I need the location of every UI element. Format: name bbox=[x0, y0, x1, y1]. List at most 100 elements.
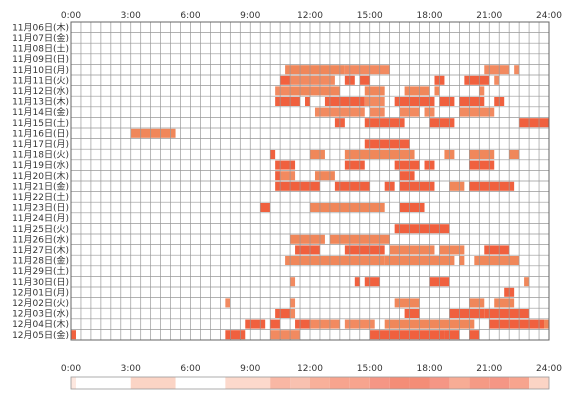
density-cell bbox=[349, 377, 370, 389]
activity-bar bbox=[399, 203, 425, 212]
x-tick-label-bottom: 3:00 bbox=[121, 364, 141, 374]
activity-bar bbox=[404, 309, 420, 318]
density-cell bbox=[489, 377, 510, 389]
activity-bar bbox=[290, 86, 340, 96]
activity-bar bbox=[260, 203, 271, 212]
activity-bar bbox=[474, 256, 520, 265]
x-tick-label: 24:00 bbox=[536, 11, 562, 21]
row-label: 11月22日(土) bbox=[12, 191, 69, 203]
activity-bar bbox=[354, 277, 360, 287]
row-label: 12月04日(木) bbox=[12, 318, 69, 330]
activity-bar bbox=[489, 107, 495, 117]
activity-bar bbox=[434, 86, 440, 96]
activity-bar bbox=[469, 181, 515, 191]
activity-bar bbox=[285, 256, 320, 265]
activity-bar bbox=[394, 160, 420, 170]
row-label: 11月21日(金) bbox=[12, 180, 69, 192]
activity-bar bbox=[444, 330, 460, 340]
activity-bar bbox=[469, 298, 485, 308]
plot-frame bbox=[70, 21, 550, 341]
row-label: 12月02日(火) bbox=[12, 298, 69, 309]
activity-bar bbox=[449, 309, 485, 318]
x-tick-label-bottom: 15:00 bbox=[357, 364, 383, 374]
activity-bar bbox=[225, 330, 246, 340]
row-label: 11月12日(水) bbox=[12, 85, 69, 97]
activity-bar bbox=[290, 277, 296, 287]
x-tick-label-bottom: 21:00 bbox=[476, 364, 502, 374]
density-cell bbox=[469, 377, 490, 389]
density-cell bbox=[290, 377, 310, 389]
activity-bar bbox=[429, 118, 455, 128]
activity-bar bbox=[270, 319, 281, 329]
activity-bar bbox=[324, 97, 365, 106]
density-cell bbox=[225, 377, 271, 389]
activity-bar bbox=[459, 256, 465, 265]
activity-bar bbox=[484, 309, 530, 318]
row-label: 11月23日(日) bbox=[12, 203, 69, 214]
activity-bar bbox=[399, 181, 435, 191]
activity-bar bbox=[344, 65, 390, 75]
activity-bar bbox=[449, 181, 465, 191]
activity-bar bbox=[275, 97, 301, 106]
activity-bar bbox=[275, 160, 296, 170]
activity-bar bbox=[359, 75, 370, 85]
row-label: 11月06日(木) bbox=[12, 21, 69, 33]
density-cell bbox=[449, 377, 470, 389]
density-cell bbox=[429, 377, 450, 389]
activity-bar bbox=[305, 97, 310, 106]
density-cell bbox=[329, 377, 350, 389]
row-label: 11月18日(火) bbox=[12, 150, 69, 161]
activity-bar bbox=[409, 330, 445, 340]
activity-bar bbox=[290, 75, 335, 85]
activity-bar bbox=[245, 319, 266, 329]
bottom-x-tick-labels: 0:00 3:00 6:00 9:00 12:00 15:00 18:00 21:00 24:0… bbox=[61, 364, 562, 374]
activity-bar bbox=[514, 65, 520, 75]
activity-bar bbox=[285, 65, 345, 75]
activity-bar bbox=[344, 160, 365, 170]
density-strip bbox=[70, 376, 550, 390]
density-cell bbox=[71, 377, 76, 389]
row-label: 11月17日(月) bbox=[12, 139, 69, 150]
row-label: 11月19日(水) bbox=[12, 159, 69, 171]
row-label: 11月08日(土) bbox=[12, 43, 69, 55]
density-cell bbox=[369, 377, 390, 389]
activity-bar bbox=[344, 245, 385, 255]
row-label: 11月09日(日) bbox=[12, 54, 69, 65]
x-tick-label: 6:00 bbox=[180, 11, 200, 21]
row-label: 11月20日(木) bbox=[12, 170, 69, 182]
activity-bar bbox=[459, 107, 490, 117]
activity-bar bbox=[270, 150, 276, 159]
activity-bar bbox=[494, 298, 515, 308]
x-tick-label: 18:00 bbox=[417, 11, 443, 21]
density-cell bbox=[529, 377, 549, 389]
activity-bar bbox=[479, 86, 485, 96]
activity-bar bbox=[364, 277, 380, 287]
activity-bar bbox=[310, 150, 325, 159]
activity-bar bbox=[394, 224, 450, 234]
activity-bar bbox=[399, 171, 415, 181]
row-label: 11月11日(火) bbox=[12, 75, 69, 86]
activity-bar bbox=[364, 139, 410, 149]
activity-bar bbox=[334, 181, 370, 191]
activity-bar bbox=[364, 97, 385, 106]
activity-bar bbox=[290, 234, 325, 244]
density-cell bbox=[270, 377, 291, 389]
row-label: 11月16日(日) bbox=[12, 128, 69, 139]
row-label: 11月30日(日) bbox=[12, 277, 69, 288]
activity-bar bbox=[439, 245, 465, 255]
x-tick-labels: 0:00 3:00 6:00 9:00 12:00 15:00 18:00 21:00 24:0… bbox=[61, 11, 562, 21]
activity-bar bbox=[275, 171, 281, 181]
row-label: 11月07日(金) bbox=[12, 32, 69, 44]
activity-bars bbox=[71, 65, 550, 340]
density-cell bbox=[310, 377, 330, 389]
activity-bar bbox=[469, 330, 480, 340]
row-labels: 11月06日(木)11月07日(金)11月08日(土)11月09日(日) 11月1… bbox=[12, 21, 69, 340]
activity-bar bbox=[364, 86, 385, 96]
activity-bar bbox=[524, 277, 530, 287]
row-label: 11月13日(木) bbox=[12, 96, 69, 108]
activity-bar bbox=[364, 118, 405, 128]
activity-bar bbox=[275, 86, 291, 96]
activity-bar bbox=[295, 245, 320, 255]
density-cell bbox=[389, 377, 410, 389]
